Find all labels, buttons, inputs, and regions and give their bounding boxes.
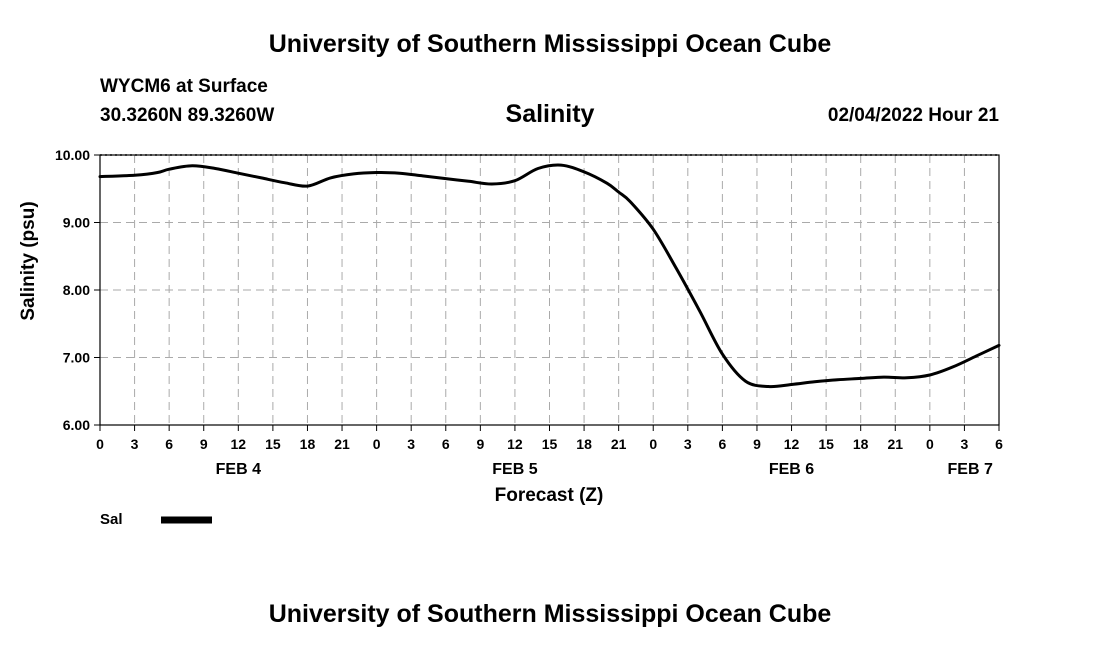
page-title: University of Southern Mississippi Ocean… [268,30,832,58]
x-tick-label: 0 [96,436,104,452]
x-tick-label: 18 [300,436,316,452]
x-tick-label: 12 [784,436,800,452]
chart-title: Salinity [505,100,595,128]
x-tick-label: 3 [684,436,692,452]
x-tick-label: 18 [576,436,592,452]
y-tick-label: 8.00 [63,282,90,298]
date-label: FEB 4 [216,461,261,478]
y-tick-label: 6.00 [63,417,90,433]
x-tick-label: 18 [853,436,869,452]
x-tick-label: 12 [231,436,247,452]
legend-label: Sal [100,511,123,528]
x-tick-label: 6 [995,436,1003,452]
grid [100,155,999,425]
x-tick-label: 21 [334,436,350,452]
forecast-datetime: 02/04/2022 Hour 21 [827,105,999,126]
axis-ticks: 6.00 7.00 8.00 9.00 10.00 0 3 6 9 12 15 18 21 0 3 6 9 12 1… [55,147,1003,478]
series-layer [98,163,1001,389]
legend: Sal [100,511,212,528]
series-line-sal [98,163,1001,389]
date-label: FEB 5 [492,461,537,478]
x-tick-label: 0 [926,436,934,452]
y-tick-label: 9.00 [63,215,90,231]
date-label: FEB 7 [948,461,993,478]
x-tick-label: 9 [753,436,761,452]
x-tick-label: 3 [407,436,415,452]
x-tick-label: 3 [961,436,969,452]
x-tick-label: 6 [165,436,173,452]
x-tick-label: 0 [373,436,381,452]
x-axis-label: Forecast (Z) [495,485,604,506]
x-tick-label: 21 [611,436,627,452]
x-tick-label: 6 [718,436,726,452]
date-label: FEB 6 [769,461,814,478]
coordinates-label: 30.3260N 89.3260W [100,105,275,126]
x-tick-label: 6 [442,436,450,452]
y-tick-label: 7.00 [63,350,90,366]
y-tick-label: 10.00 [55,147,90,163]
x-tick-label: 9 [200,436,208,452]
x-tick-label: 3 [131,436,139,452]
x-tick-label: 15 [818,436,834,452]
x-tick-label: 9 [476,436,484,452]
x-tick-label: 15 [265,436,281,452]
y-axis-label: Salinity (psu) [18,201,39,320]
station-label: WYCM6 at Surface [100,76,268,97]
x-tick-label: 15 [542,436,558,452]
x-tick-label: 21 [887,436,903,452]
x-tick-label: 0 [649,436,657,452]
x-tick-label: 12 [507,436,523,452]
footer-title: University of Southern Mississippi Ocean… [268,600,832,628]
